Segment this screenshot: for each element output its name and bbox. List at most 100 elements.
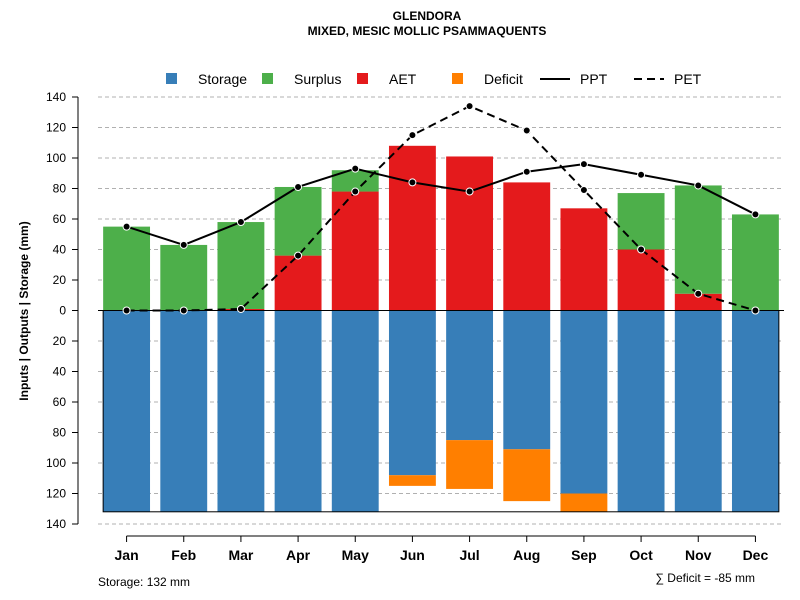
y-tick-label: 80 <box>53 426 67 440</box>
ppt-point <box>465 187 474 196</box>
surplus-bar <box>331 170 379 192</box>
aet-bar <box>560 208 608 311</box>
ppt-point <box>294 182 303 191</box>
surplus-bar <box>217 222 265 309</box>
ppt-point <box>579 160 588 169</box>
legend-label-surplus: Surplus <box>294 71 341 87</box>
storage-bar <box>331 310 379 512</box>
pet-point <box>694 289 703 298</box>
ppt-point <box>122 222 131 231</box>
pet-point <box>351 187 360 196</box>
surplus-bar <box>617 193 665 250</box>
legend-label-storage: Storage <box>198 71 247 87</box>
pet-point <box>465 102 474 111</box>
legend-swatch-aet <box>357 73 368 84</box>
legend-swatch-storage <box>166 73 177 84</box>
chart-title: GLENDORA <box>393 9 462 23</box>
y-tick-label: 40 <box>53 365 67 379</box>
aet-bar <box>274 255 322 311</box>
axes: 140 120 100 80 60 40 20 0 20 40 60 80 100 120 140 Jan Fe… <box>46 90 769 563</box>
x-tick-label: May <box>342 547 369 563</box>
pet-line <box>126 105 756 312</box>
y-tick-label: 40 <box>53 243 67 257</box>
x-tick-label: Oct <box>629 547 653 563</box>
storage-note: Storage: 132 mm <box>98 575 190 589</box>
y-tick-label: 60 <box>53 212 67 226</box>
aet-bar <box>331 191 379 311</box>
y-tick-label: 0 <box>59 304 66 318</box>
pet-point <box>179 306 188 315</box>
storage-bar <box>103 310 151 512</box>
y-tick-label: 20 <box>53 334 67 348</box>
storage-bar <box>217 310 265 512</box>
aet-bar <box>446 156 494 311</box>
chart-subtitle: MIXED, MESIC MOLLIC PSAMMAQUENTS <box>308 24 547 38</box>
x-tick-label: Feb <box>171 547 196 563</box>
legend-label-aet: AET <box>389 71 417 87</box>
x-tick-label: Jun <box>400 547 425 563</box>
storage-bar <box>674 310 722 512</box>
deficit-bar <box>560 493 608 512</box>
x-tick-label: Sep <box>571 547 597 563</box>
y-tick-label: 120 <box>46 487 66 501</box>
y-tick-label: 120 <box>46 121 66 135</box>
x-tick-label: Aug <box>513 547 540 563</box>
x-tick-label: Jan <box>115 547 139 563</box>
x-tick-label: Jul <box>459 547 479 563</box>
deficit-bar <box>388 475 436 486</box>
deficit-bar <box>503 449 551 502</box>
pet-point <box>751 306 760 315</box>
storage-bar <box>617 310 665 512</box>
pet-point <box>236 304 245 313</box>
y-tick-label: 100 <box>46 456 66 470</box>
deficit-note: ∑ Deficit = -85 mm <box>655 571 755 585</box>
deficit-bar <box>446 440 494 489</box>
ppt-point <box>408 178 417 187</box>
legend-swatch-deficit <box>452 73 463 84</box>
y-tick-label: 140 <box>46 517 66 531</box>
storage-capacity-outline <box>102 310 780 513</box>
storage-bar <box>160 310 208 512</box>
ppt-point <box>236 218 245 227</box>
pet-point <box>579 186 588 195</box>
legend-label-ppt: PPT <box>580 71 608 87</box>
ppt-point <box>637 170 646 179</box>
x-tick-label: Mar <box>228 547 253 563</box>
storage-bar <box>560 310 608 494</box>
aet-bar <box>503 182 551 311</box>
y-tick-label: 140 <box>46 90 66 104</box>
y-tick-label: 80 <box>53 182 67 196</box>
x-tick-label: Apr <box>286 547 311 563</box>
y-tick-label: 60 <box>53 395 67 409</box>
surplus-bar <box>160 244 208 311</box>
pet-point <box>294 251 303 260</box>
lines <box>122 102 760 315</box>
ppt-point <box>351 164 360 173</box>
storage-bar <box>503 310 551 450</box>
storage-bar <box>731 310 779 512</box>
pet-point <box>408 131 417 140</box>
storage-bar <box>388 310 436 476</box>
pet-point <box>122 306 131 315</box>
legend: Storage Surplus AET Deficit PPT PET <box>166 71 702 87</box>
storage-bar <box>446 310 494 441</box>
x-tick-label: Dec <box>743 547 769 563</box>
ppt-point <box>522 167 531 176</box>
surplus-bar <box>731 214 779 311</box>
legend-swatch-surplus <box>262 73 273 84</box>
y-tick-label: 100 <box>46 151 66 165</box>
legend-label-deficit: Deficit <box>484 71 523 87</box>
pet-point <box>637 245 646 254</box>
ppt-point <box>179 240 188 249</box>
surplus-bar <box>674 185 722 294</box>
pet-point <box>522 126 531 135</box>
bars <box>98 145 784 513</box>
y-axis-label: Inputs | Outputs | Storage (mm) <box>17 221 31 400</box>
aet-bar <box>617 249 665 311</box>
aet-bar <box>388 145 436 311</box>
y-tick-label: 20 <box>53 273 67 287</box>
surplus-bar <box>274 186 322 256</box>
ppt-point <box>694 181 703 190</box>
